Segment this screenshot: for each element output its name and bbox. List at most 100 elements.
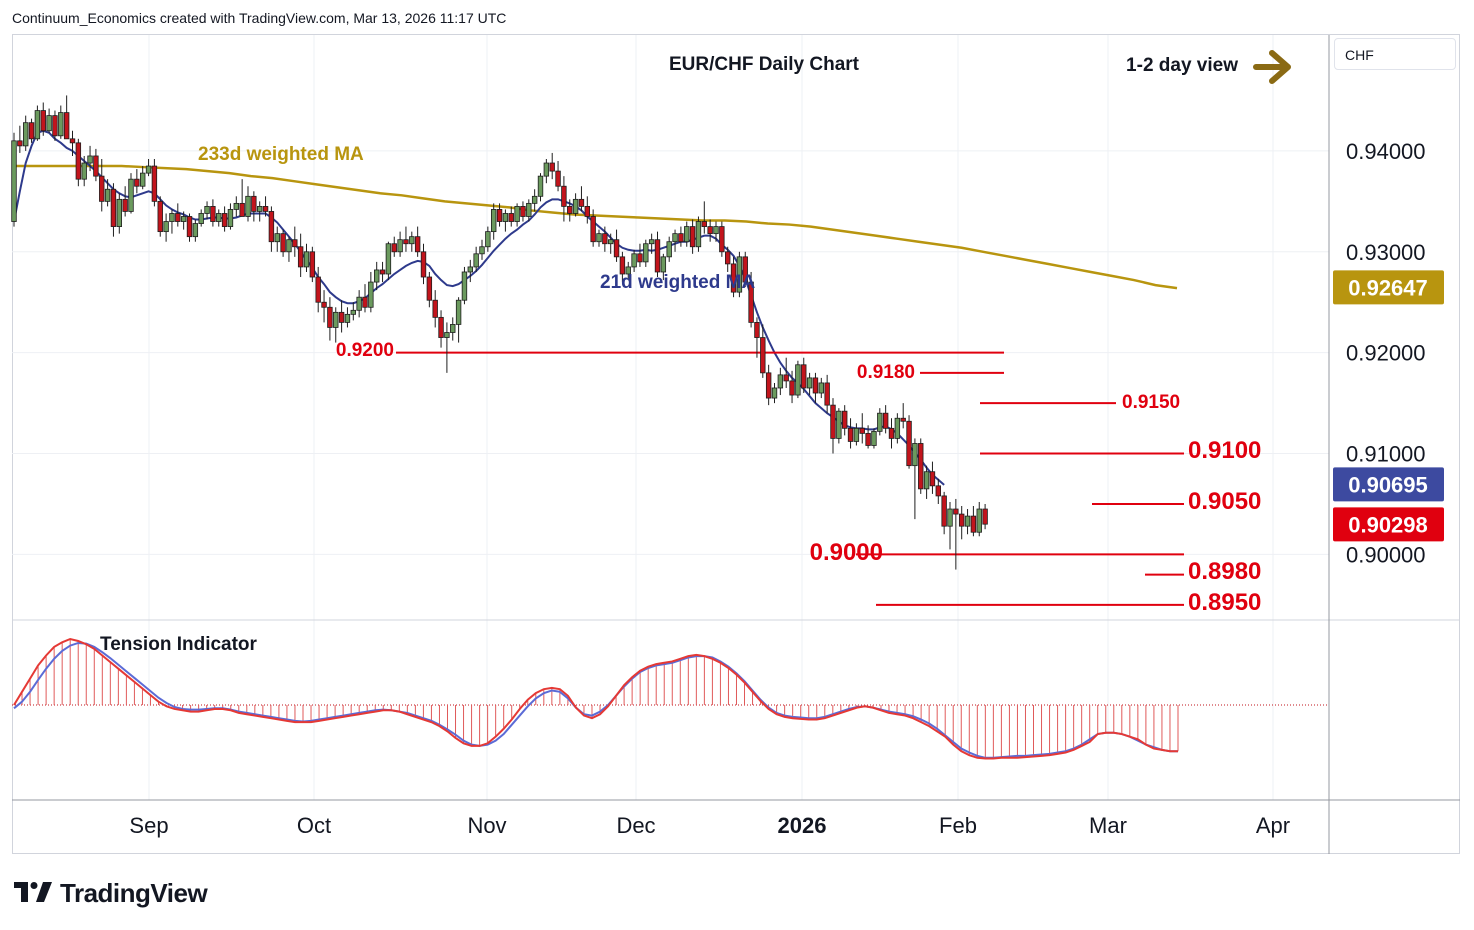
- candle: [572, 193, 579, 217]
- candle: [836, 408, 842, 444]
- candle: [315, 266, 321, 313]
- candlestick-series: [11, 95, 988, 570]
- candle: [801, 357, 807, 394]
- chart-frame: [12, 34, 1460, 854]
- level-label: 0.8950: [1188, 589, 1261, 616]
- candle: [461, 266, 468, 305]
- candle-body: [982, 508, 988, 525]
- candle: [11, 132, 17, 227]
- candle: [859, 413, 865, 444]
- candle-body: [918, 443, 924, 490]
- candle: [701, 201, 707, 234]
- candle: [192, 219, 199, 242]
- level-label: 0.9180: [857, 362, 915, 383]
- candle-body: [467, 266, 473, 273]
- tradingview-brand[interactable]: TradingView: [14, 876, 208, 910]
- candle: [812, 372, 819, 404]
- candle: [52, 110, 58, 141]
- candle-body: [865, 432, 871, 446]
- candle: [596, 229, 602, 247]
- candle-body: [122, 198, 128, 212]
- candle-body: [777, 374, 784, 389]
- candle: [333, 307, 339, 343]
- candle-body: [116, 198, 122, 227]
- candle-body: [526, 202, 532, 217]
- candle: [268, 206, 275, 252]
- candle-body: [397, 239, 403, 253]
- candle-body: [625, 266, 631, 275]
- candle-body: [426, 276, 433, 301]
- candle: [110, 183, 117, 237]
- candle-body: [333, 311, 339, 328]
- candle-body: [216, 213, 222, 222]
- candle-body: [280, 233, 286, 253]
- candle-body: [666, 241, 672, 258]
- candle-body: [613, 239, 620, 258]
- candle: [941, 491, 947, 535]
- candle: [970, 506, 977, 537]
- candle: [479, 239, 485, 260]
- candle-body: [450, 324, 456, 333]
- candle: [830, 398, 836, 454]
- candle: [256, 201, 263, 222]
- candle: [151, 158, 158, 207]
- candle: [754, 317, 760, 358]
- candle: [912, 438, 918, 520]
- candle-body: [192, 223, 199, 238]
- view-label: 1-2 day view: [1126, 55, 1238, 76]
- candle-body: [438, 316, 444, 338]
- candle: [198, 209, 204, 227]
- price-badge: [1333, 270, 1444, 305]
- candle: [485, 226, 491, 252]
- candle-body: [514, 206, 520, 222]
- candle-body: [923, 471, 930, 490]
- candle: [608, 233, 614, 254]
- level-label: 0.9200: [336, 340, 394, 361]
- candle: [923, 465, 930, 499]
- x-tick-label: Feb: [939, 813, 977, 838]
- candle: [678, 226, 684, 247]
- candle-body: [836, 410, 842, 439]
- candle: [338, 300, 345, 333]
- candle-body: [818, 382, 824, 394]
- y-tick-label: 0.93000: [1346, 240, 1426, 265]
- candle: [730, 256, 737, 298]
- candle-body: [368, 281, 374, 308]
- candle-body: [180, 216, 187, 222]
- currency-selector[interactable]: CHF: [1334, 38, 1456, 70]
- candle-body: [110, 188, 117, 227]
- candle: [327, 297, 333, 341]
- candle: [771, 382, 778, 404]
- candle-body: [719, 226, 725, 253]
- candle: [865, 425, 871, 449]
- candle-body: [303, 251, 310, 268]
- candle-body: [572, 198, 579, 214]
- brand-name: TradingView: [60, 877, 208, 908]
- candle-body: [145, 165, 152, 174]
- candle: [672, 229, 678, 252]
- candle: [414, 226, 421, 257]
- candle: [350, 302, 356, 321]
- candle: [280, 229, 286, 257]
- candle: [783, 357, 789, 388]
- candle-body: [321, 301, 327, 308]
- candle-body: [853, 427, 860, 442]
- candle: [344, 307, 351, 328]
- candle: [99, 158, 105, 212]
- candle: [847, 418, 854, 449]
- level-label: 0.9050: [1188, 488, 1261, 515]
- candle-body: [830, 404, 836, 439]
- candle: [204, 201, 210, 220]
- price-badge-label: 0.90298: [1348, 512, 1428, 537]
- candle-body: [602, 233, 608, 245]
- candle-body: [157, 200, 163, 233]
- candle: [157, 196, 163, 237]
- candle-body: [204, 206, 210, 214]
- candle: [356, 290, 362, 318]
- candle: [245, 186, 251, 222]
- candle-body: [40, 110, 46, 132]
- candle-body: [22, 122, 29, 147]
- candle-body: [537, 175, 544, 197]
- candle: [227, 203, 234, 230]
